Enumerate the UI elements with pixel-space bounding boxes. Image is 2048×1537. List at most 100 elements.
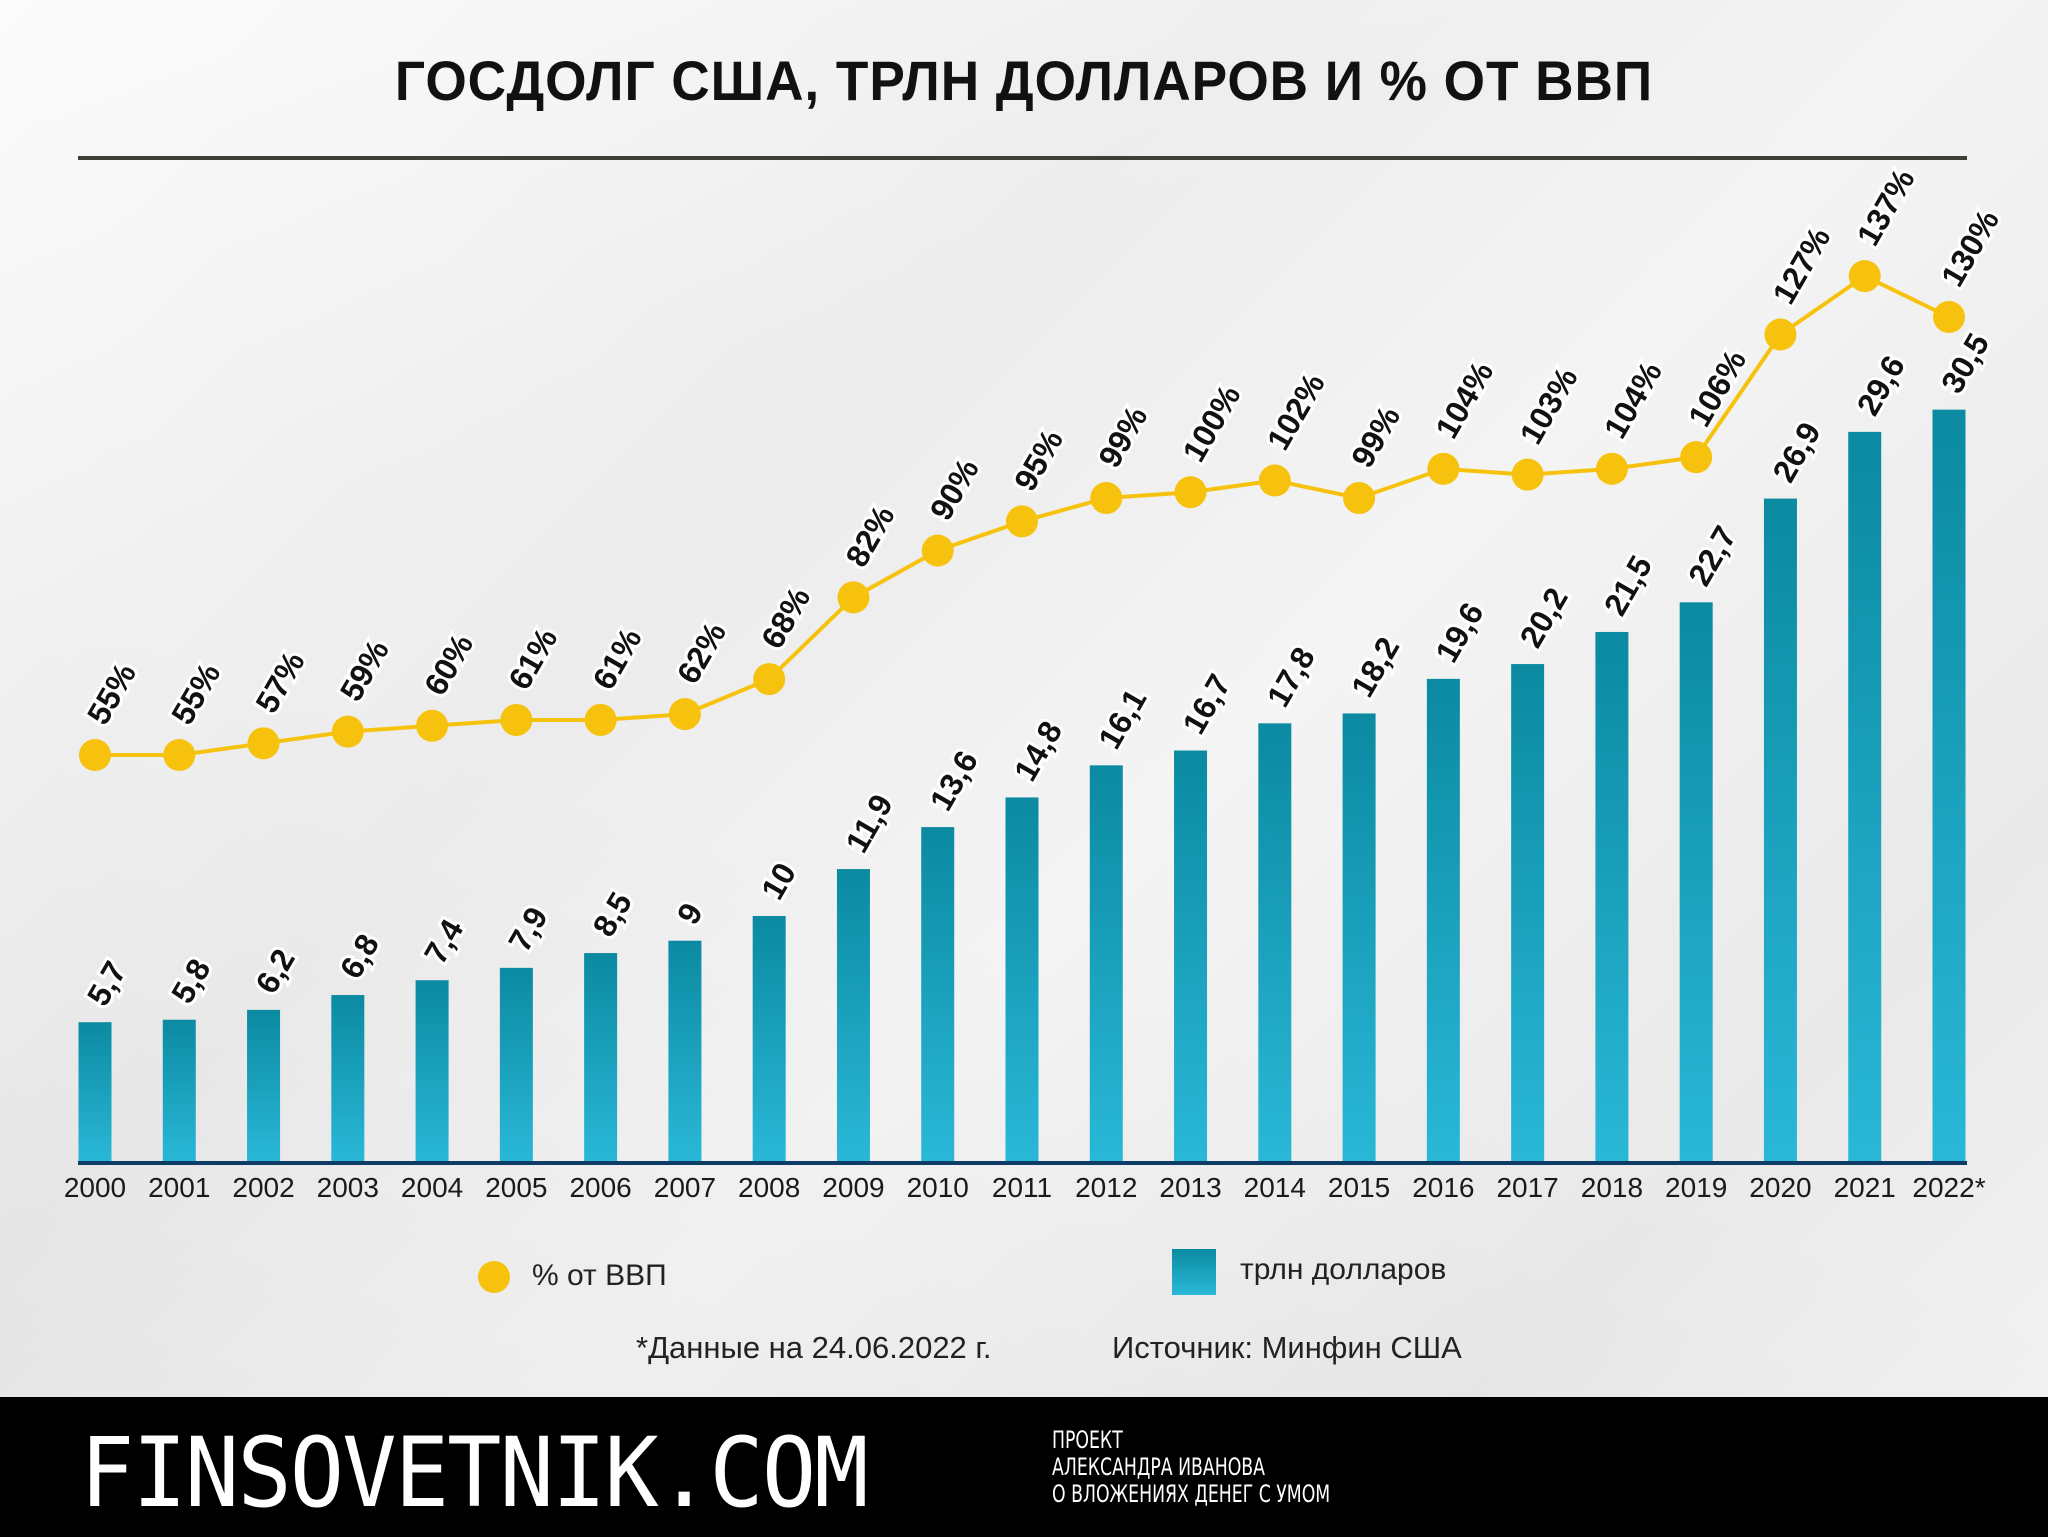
x-axis-year-label: 2017 [1496, 1172, 1559, 1203]
chart-plot: 5,7 5,8 6,2 6,8 7,4 7,9 8,5 9 10 11,9 13,6 14,8 16,1… [77, 160, 2009, 1165]
line-marker [1848, 260, 1881, 293]
x-axis-year-label: 2011 [991, 1172, 1053, 1203]
line-marker [1764, 318, 1797, 351]
x-axis-year-label: 2022* [1912, 1172, 1986, 1203]
bar [162, 1019, 196, 1163]
chart-title: ГОСДОЛГ США, ТРЛН ДОЛЛАРОВ И % ОТ ВВП [394, 49, 1654, 112]
line-value-label: 99% [1091, 400, 1154, 473]
bar-value-label: 5,7 [80, 955, 133, 1012]
bar-value-label: 21,5 [1597, 550, 1659, 622]
bar-value-label: 9 [670, 897, 710, 930]
line-marker [668, 698, 701, 731]
bar-value-label: 20,2 [1513, 582, 1575, 654]
bar-value-label: 11,9 [838, 788, 899, 858]
line-value-label: 104% [1428, 355, 1500, 444]
legend-bar-icon [1172, 1249, 1216, 1295]
bar-value-label: 22,7 [1681, 520, 1743, 592]
tagline-line-3: О ВЛОЖЕНИЯХ ДЕНЕГ С УМОМ [1052, 1480, 1331, 1508]
bar [1426, 678, 1460, 1163]
bar-value-label: 6,2 [248, 943, 301, 1000]
line-value-label: 61% [501, 622, 564, 695]
line-marker [1595, 452, 1628, 485]
line-marker [921, 534, 954, 567]
x-axis-year-label: 2006 [569, 1172, 632, 1203]
line-value-label: 104% [1597, 355, 1669, 444]
bar-value-label: 17,8 [1260, 641, 1322, 713]
tagline-line-1: ПРОЕКТ [1052, 1426, 1123, 1454]
bar-value-label: 19,6 [1428, 596, 1490, 668]
bar-value-label: 16,7 [1175, 668, 1237, 740]
line-marker [753, 663, 786, 696]
bar [1848, 431, 1882, 1163]
line-value-label: 103% [1513, 361, 1585, 450]
line-marker [1680, 441, 1713, 474]
line-series [79, 260, 1965, 771]
bar-value-label: 6,8 [333, 928, 386, 985]
line-marker [1933, 301, 1965, 333]
bar [752, 916, 786, 1163]
bar [668, 940, 702, 1163]
bar [331, 995, 365, 1163]
line-value-label: 62% [670, 616, 733, 689]
line-marker [416, 709, 449, 742]
x-axis-year-label: 2001 [148, 1172, 211, 1203]
line-value-label: 90% [923, 453, 986, 526]
line-value-label: 137% [1850, 163, 1922, 252]
source-note: Источник: Минфин США [1112, 1330, 1462, 1365]
bar [1932, 409, 1966, 1163]
bar [1679, 602, 1713, 1163]
x-axis-year-label: 2000 [63, 1172, 127, 1203]
line-value-label: 55% [164, 657, 227, 730]
bar-value-label: 7,4 [417, 913, 471, 970]
bar [499, 967, 533, 1163]
line-marker [1511, 458, 1544, 491]
x-axis-year-label: 2018 [1580, 1172, 1644, 1203]
line-value-label: 59% [333, 634, 396, 707]
bar-value-label: 16,1 [1091, 683, 1153, 755]
bar [78, 1022, 112, 1163]
x-axis-year-label: 2021 [1833, 1172, 1896, 1203]
x-axis-year-label: 2012 [1075, 1172, 1138, 1203]
bar [1511, 664, 1545, 1163]
bar-series [78, 409, 1966, 1163]
x-axis-year-label: 2002 [232, 1172, 295, 1203]
footnote: *Данные на 24.06.2022 г. [636, 1330, 992, 1365]
x-axis-year-label: 2009 [822, 1172, 885, 1203]
bar-value-label: 8,5 [586, 886, 639, 943]
x-axis-year-label: 2007 [653, 1172, 717, 1203]
line-value-label: 102% [1260, 367, 1332, 456]
line-value-label: 61% [586, 622, 649, 695]
x-axis-year-label: 2005 [485, 1172, 548, 1203]
legend-bar-label: трлн долларов [1240, 1253, 1447, 1286]
bar [1763, 498, 1797, 1163]
bar-value-label: 26,9 [1765, 416, 1827, 488]
bar-value-label: 7,9 [501, 901, 554, 958]
bar [1005, 797, 1039, 1163]
line-marker [1090, 482, 1123, 515]
line-value-label: 55% [80, 657, 143, 730]
line-marker [837, 581, 870, 614]
legend-line-label: % от ВВП [532, 1259, 667, 1292]
line-marker [247, 727, 280, 760]
brand-logo: FINSOVETNIK.COM [80, 1417, 869, 1529]
bar-value-label: 5,8 [164, 953, 217, 1010]
line-marker [163, 739, 196, 771]
line-marker [1174, 476, 1207, 509]
bar-value-label: 13,6 [923, 745, 985, 817]
bar [921, 827, 955, 1163]
x-axis-year-label: 2003 [316, 1172, 379, 1203]
chart-notes: *Данные на 24.06.2022 г. Источник: Минфи… [0, 1330, 2048, 1374]
line-marker [1343, 482, 1376, 515]
line-value-label: 127% [1765, 221, 1837, 310]
legend: % от ВВП трлн долларов [0, 1245, 2048, 1305]
bar [584, 953, 618, 1163]
line-value-label: 95% [1007, 423, 1070, 496]
line-marker [500, 703, 533, 736]
tagline-line-2: АЛЕКСАНДРА ИВАНОВА [1052, 1453, 1265, 1481]
x-axis-year-label: 2019 [1665, 1172, 1728, 1203]
line-value-label: 130% [1934, 204, 2006, 293]
line-value-labels: 55% 55% 57% 59% 60% 61% 61% 62% 68%82%90% 95% 99% 1… [77, 160, 2009, 734]
bar [1342, 713, 1376, 1163]
line-value-label: 82% [838, 499, 901, 572]
line-value-label: 60% [417, 628, 480, 701]
